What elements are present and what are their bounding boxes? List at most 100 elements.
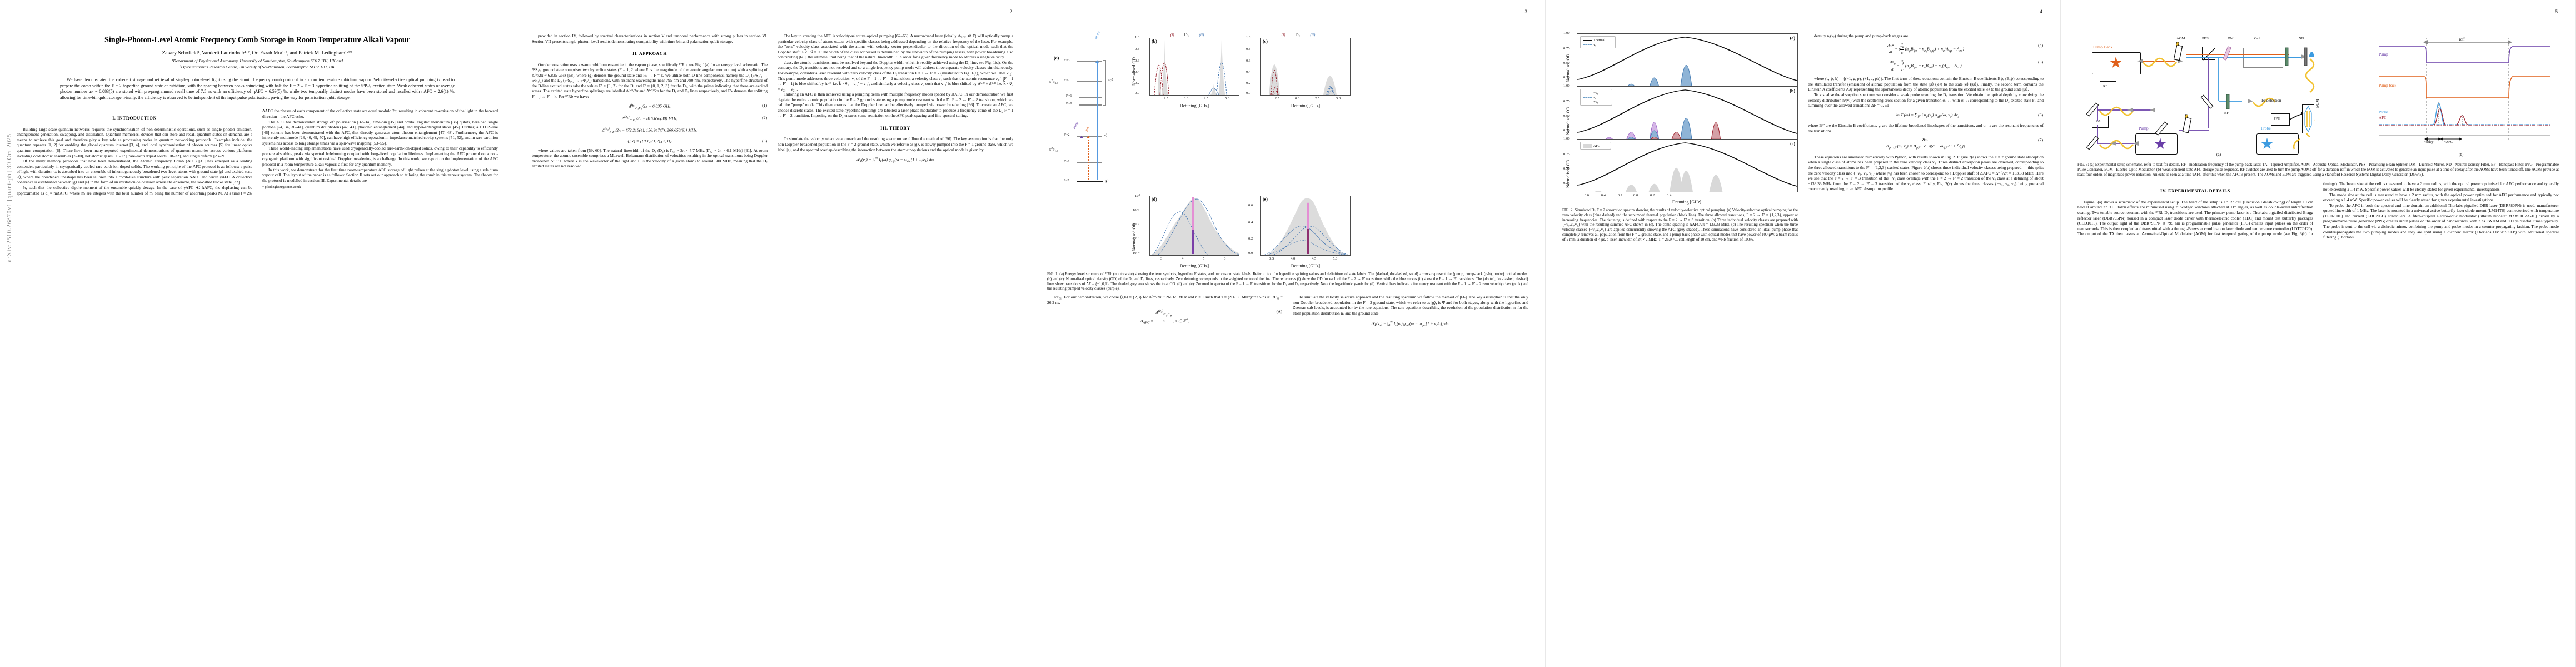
figure-1c-curves (1269, 64, 1337, 95)
panel-label-a: (a) (1790, 36, 1795, 41)
figure-2c-curves (1577, 142, 1797, 192)
label-aom: AOM (2176, 37, 2185, 41)
ppg-box (2271, 113, 2290, 126)
equation-6: − ln T (ω) = ∑F' ∫ ng(vz) σgF'(ω, vz) dv… (1892, 112, 2043, 119)
pump-back-arrow-label: p-b (1085, 126, 1090, 132)
panel-label-c: (c) (1263, 39, 1268, 44)
x-axis-label: Detuning [GHz] (1179, 103, 1209, 108)
section-heading-experimental: IV. EXPERIMENTAL DETAILS (2160, 188, 2230, 194)
paragraph: where values are taken from [59, 60]. Th… (532, 147, 768, 169)
equation-7: σψ→F'(ω, vz) = BψF' ℏω c g(ω − ωψF'[1 + v… (1886, 137, 2043, 150)
label-pbs: PBS (2202, 37, 2209, 41)
trace-label-pump-back: Pump back (2379, 83, 2397, 88)
rf-box (2100, 81, 2116, 93)
figure-3: AOM PBS DM Cell ND Pump Back RF TA Pump (2077, 32, 2559, 177)
equation-3b: {j,k} = {{0,1},{1,2},{2,3}} (3) (627, 138, 767, 143)
series-label-ii: (ii) (1199, 32, 1204, 37)
paragraph: To simulate the velocity selective appro… (778, 136, 1013, 152)
equation-2: Δ(e₁)F₁F₂/2π = 816.656(30) MHz, (2) (621, 115, 767, 122)
figure-1b-chart: (i) D₁ (ii) Normalised OD (1132, 32, 1242, 108)
chart-title-d2: D₂ (1295, 32, 1301, 37)
chart-title-d1: D₁ (1184, 32, 1189, 37)
probe-arrow-label: probe (1094, 30, 1102, 40)
legend-label: −v₁ (1593, 91, 1598, 95)
probe-laser-box (2256, 133, 2299, 155)
figure-2c-chart: Normalised OD (1563, 137, 1798, 197)
paragraph: These world-leading implementations have… (262, 146, 498, 167)
section-heading-theory: III. THEORY (880, 126, 910, 131)
paragraph: density nₑ(vᵣ) during the pump and pump-… (1814, 33, 1909, 38)
figure-1: (a) probe F'=3 F'=2 F'=1 F'=0 52P3/2 |εF… (1047, 30, 1528, 291)
page-3-body: 1/Γ₀₁. For our demonstration, we chose ⟨… (1047, 295, 1528, 331)
page-4-body: Normalised OD Thermal (1562, 31, 2044, 242)
figure-3a-setup: AOM PBS DM Cell ND Pump Back RF TA Pump (2077, 32, 2372, 159)
abstract: We have demonstrated the coherent storag… (60, 77, 455, 100)
paragraph: where (ϵ, ψ, k) = {(−1, g, p), (+1, a, p… (1808, 76, 2044, 92)
figure-1-caption: FIG. 1: (a) Energy level structure of ⁸⁷… (1047, 272, 1528, 291)
label-cell: Cell (2254, 37, 2260, 41)
figure-2c-legend: AFC (1580, 142, 1611, 150)
figure-1a-level-diagram: (a) probe F'=3 F'=2 F'=1 F'=0 52P3/2 |εF… (1049, 30, 1114, 183)
label-to-detection: To detection (2261, 98, 2281, 103)
figure-3a-beams (2086, 42, 2315, 150)
figure-1d-chart: Normalised OD 10⁰ (1132, 194, 1242, 268)
paragraph: The AFC has demonstrated storage of: pol… (262, 119, 498, 146)
paragraph: 1/Γ₀₁. For our demonstration, we chose ⟨… (1047, 295, 1283, 305)
paragraph: Of the many memory protocols that have b… (17, 158, 252, 185)
figure-1e-curves (1263, 198, 1349, 255)
x-axis-label: Detuning [GHz] (1179, 263, 1209, 268)
paragraph: provided in section IV, followed by spec… (532, 33, 768, 44)
equation-a: ΔAFC = Δ(e₂)F'sF'b n, n ∈ ℤ+, (A) (1140, 309, 1282, 325)
legend-label: v₀ (1593, 95, 1597, 99)
label-dm: DM (2228, 37, 2234, 41)
legend-label: Thermal (1593, 38, 1606, 42)
label-tau-off: τoff (2459, 38, 2465, 42)
figure-1d-curves (1150, 197, 1239, 255)
ta-box (2092, 116, 2109, 128)
page-4: 4 Normalised OD (1546, 0, 2061, 667)
label-tau-delay: τdelay (2424, 140, 2434, 144)
footnote-email[interactable]: * p.ledingham@soton.ac.uk (262, 183, 329, 190)
page-2-column-1: provided in section IV, followed by spec… (532, 33, 1013, 169)
paragraph: To simulate the velocity selective appro… (1293, 295, 1528, 316)
page-2-body: provided in section IV, followed by spec… (532, 33, 1013, 664)
paragraph: δₜ, such that the collective dipole mome… (17, 108, 498, 196)
author-list: Zakary Schofield¹, Vanderli Laurindo Jr¹… (162, 51, 353, 57)
paragraph: where Bᶠᶠ′ are the Einstein B coefficien… (1808, 123, 2044, 133)
page-3-column-flow: 1/Γ₀₁. For our demonstration, we chose ⟨… (1047, 295, 1528, 331)
panel-label-a: (a) (1054, 56, 1059, 61)
equation-4: dn* dt = ε ℐk c (nψBψe − ne₁Be₁ψ) + ne(Aeg … (1887, 42, 2043, 56)
page-title: Single-Photon-Level Atomic Frequency Com… (104, 36, 410, 44)
affiliation-2: ²Optoelectronics Research Centre, Univer… (180, 64, 335, 69)
paragraph: Our demonstration uses a warm rubidium e… (532, 62, 768, 99)
x-axis-label: Detuning [GHz] (1672, 200, 1702, 205)
series-label-i: (i) (1281, 32, 1285, 37)
label-ta: TA (2096, 119, 2101, 123)
label-tau-afc: τAFC (2444, 140, 2453, 144)
panel-label-b: (b) (1790, 88, 1795, 93)
figure-2b-legend: −v₁ v₀ +v₁ (1580, 89, 1612, 106)
page-5-column-flow: IV. EXPERIMENTAL DETAILS Figure 3(a) sho… (2077, 181, 2559, 240)
figure-2b-curves (1577, 89, 1797, 139)
figure-3a-panel-label: (a) (2216, 152, 2221, 157)
series-label-ii: (ii) (1310, 32, 1316, 37)
figure-2-caption: FIG. 2: Simulated D₂ F = 2 absorption sp… (1562, 208, 1798, 242)
label-probe: Probe (2261, 126, 2271, 131)
page-1-body: I. INTRODUCTION Building large-scale qua… (17, 108, 498, 196)
figure-3-caption: FIG. 3: (a) Experimental setup schematic… (2077, 162, 2559, 177)
equation-5: dne dt = ℐk c (nψBψe − neBeψ) − ne(Aeg + A… (1890, 59, 2043, 72)
page-3: 3 (a) probe F'=3 F'=2 F'=1 F'=0 52P3/2 |… (1030, 0, 1546, 667)
paragraph: The key to creating the AFC is velocity-… (778, 33, 1013, 60)
trace-label-probe: Probe (2379, 110, 2388, 115)
figure-2a-curves (1577, 37, 1797, 86)
figure-1e-chart: 0.6 0.4 0.2 0.0 (e) 3.5 4.0 4.5 5.0 Detu… (1244, 196, 1353, 268)
equation-b: 𝒯k(vz) = ∫0∞ Ik(ω) geψ(ω − ωψe[1 + vz/c]… (1371, 320, 1450, 327)
paragraph: class, the atomic transitions must be re… (778, 59, 1013, 92)
pump-arrow-label: pump (1073, 121, 1079, 130)
page-1-column-flow: I. INTRODUCTION Building large-scale qua… (17, 108, 498, 196)
label-rf: RF (2103, 84, 2108, 88)
figure-2a-chart: Normalised OD Thermal (1563, 31, 1798, 87)
label-ppg: PPG (2274, 117, 2281, 121)
paragraph: These equations are simulated numericall… (1808, 154, 2044, 192)
eom-box (2302, 104, 2314, 133)
